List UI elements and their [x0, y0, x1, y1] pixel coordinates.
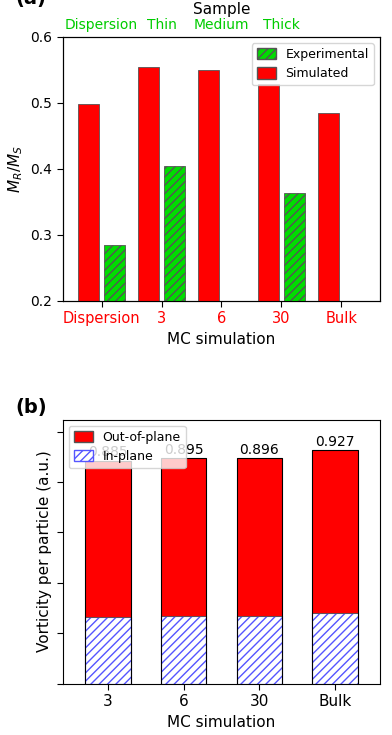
Bar	[237, 458, 282, 684]
Bar	[198, 71, 219, 433]
Bar	[312, 613, 358, 684]
Bar	[138, 67, 159, 433]
Legend: Experimental, Simulated: Experimental, Simulated	[252, 43, 374, 85]
Text: 0.927: 0.927	[315, 435, 355, 449]
Text: 0.885: 0.885	[88, 445, 128, 459]
Text: 0.895: 0.895	[164, 443, 203, 457]
Bar	[237, 458, 282, 616]
Bar	[161, 458, 206, 684]
X-axis label: MC simulation: MC simulation	[167, 331, 276, 347]
Bar	[284, 193, 305, 433]
X-axis label: MC simulation: MC simulation	[167, 714, 276, 730]
Bar	[85, 617, 131, 684]
Bar	[312, 450, 358, 684]
Text: (b): (b)	[15, 398, 47, 417]
Bar	[85, 461, 131, 617]
Y-axis label: $M_R/M_S$: $M_R/M_S$	[6, 145, 25, 193]
Text: (a): (a)	[15, 0, 46, 8]
Bar	[78, 104, 99, 433]
Text: 0.896: 0.896	[240, 442, 279, 456]
Legend: Out-of-plane, In-plane: Out-of-plane, In-plane	[69, 426, 186, 468]
Bar	[164, 166, 185, 433]
Bar	[318, 113, 339, 433]
Bar	[85, 461, 131, 684]
Bar	[237, 616, 282, 684]
Bar	[161, 616, 206, 684]
Y-axis label: Vorticity per particle (a.u.): Vorticity per particle (a.u.)	[36, 451, 52, 653]
Bar	[104, 245, 125, 433]
Bar	[312, 450, 358, 613]
Bar	[258, 85, 279, 433]
X-axis label: Sample: Sample	[193, 1, 250, 17]
Bar	[161, 458, 206, 616]
